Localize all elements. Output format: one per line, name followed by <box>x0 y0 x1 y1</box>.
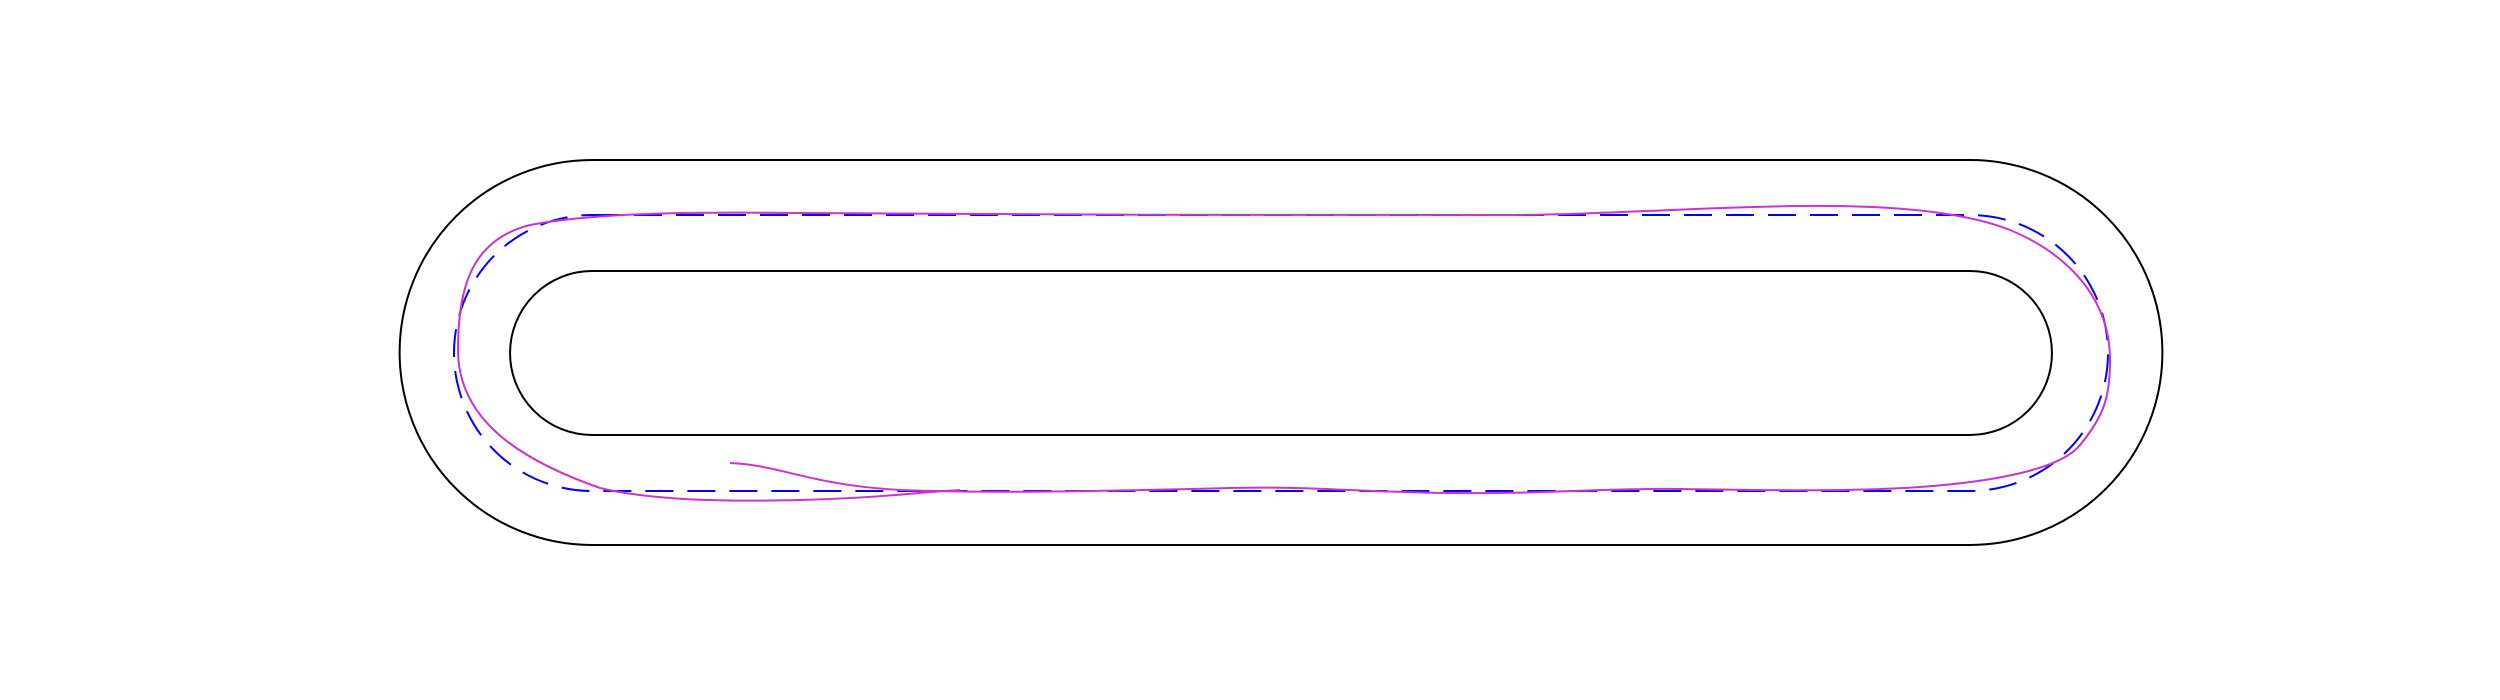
track-diagram <box>0 0 2500 700</box>
figure-background <box>0 0 2500 700</box>
